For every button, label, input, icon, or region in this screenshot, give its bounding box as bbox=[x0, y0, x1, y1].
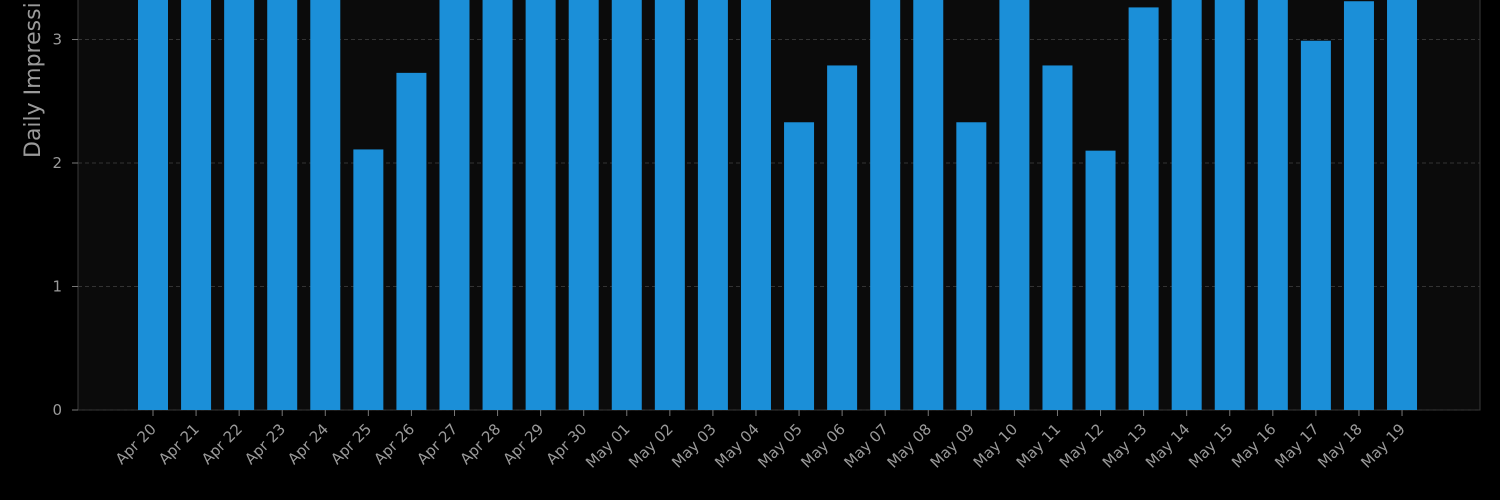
bar bbox=[1257, 0, 1288, 410]
bar bbox=[999, 0, 1030, 410]
x-tick-label: Apr 23 bbox=[241, 420, 289, 468]
bar bbox=[784, 122, 815, 410]
x-tick-label: May 04 bbox=[711, 420, 763, 472]
bar bbox=[611, 0, 642, 410]
bar bbox=[1343, 1, 1374, 410]
x-tick-label: Apr 21 bbox=[155, 420, 203, 468]
bar bbox=[1171, 0, 1202, 410]
bar bbox=[1300, 40, 1331, 410]
bar bbox=[1387, 0, 1418, 410]
x-tick-label: May 11 bbox=[1013, 420, 1065, 472]
bar bbox=[913, 0, 944, 410]
bar bbox=[224, 0, 255, 410]
bar bbox=[396, 72, 427, 410]
bar bbox=[353, 149, 384, 410]
x-tick-label: May 15 bbox=[1185, 420, 1237, 472]
x-tick-label: May 02 bbox=[625, 420, 677, 472]
x-tick-label: May 18 bbox=[1314, 420, 1366, 472]
x-tick-label: May 06 bbox=[797, 420, 849, 472]
x-tick-label: Apr 26 bbox=[370, 420, 418, 468]
bar bbox=[1128, 7, 1159, 411]
bar bbox=[267, 0, 298, 410]
bar bbox=[310, 0, 341, 410]
y-axis-label: Daily Impressi bbox=[21, 2, 46, 158]
y-tick-label: 1 bbox=[52, 278, 62, 296]
bar bbox=[654, 0, 685, 410]
x-tick-label: Apr 24 bbox=[284, 420, 332, 468]
bar bbox=[1085, 150, 1116, 410]
bar bbox=[827, 65, 858, 410]
x-tick-label: May 13 bbox=[1099, 420, 1151, 472]
y-tick-label: 0 bbox=[52, 401, 62, 419]
y-tick-label: 2 bbox=[52, 154, 62, 172]
bar bbox=[697, 0, 728, 410]
x-tick-label: May 05 bbox=[754, 420, 806, 472]
x-tick-label: Apr 22 bbox=[198, 420, 246, 468]
x-tick-label: Apr 28 bbox=[456, 420, 504, 468]
x-tick-label: May 08 bbox=[884, 420, 936, 472]
x-tick-label: Apr 20 bbox=[112, 420, 160, 468]
x-tick-label: May 01 bbox=[582, 420, 634, 472]
x-tick-label: May 14 bbox=[1142, 420, 1194, 472]
x-tick-label: May 16 bbox=[1228, 420, 1280, 472]
x-tick-label: May 19 bbox=[1357, 420, 1409, 472]
x-tick-label: May 17 bbox=[1271, 420, 1323, 472]
bar bbox=[1214, 0, 1245, 410]
x-tick-label: Apr 25 bbox=[327, 420, 375, 468]
x-tick-label: May 03 bbox=[668, 420, 720, 472]
y-tick-label: 3 bbox=[52, 31, 62, 49]
bar bbox=[138, 0, 168, 410]
bar bbox=[1042, 65, 1073, 410]
x-tick-label: May 10 bbox=[970, 420, 1022, 472]
bar bbox=[956, 122, 987, 410]
bar bbox=[568, 0, 599, 410]
x-tick-label: May 07 bbox=[840, 420, 892, 472]
bar bbox=[181, 0, 212, 410]
bar bbox=[482, 0, 513, 410]
x-tick-label: May 09 bbox=[927, 420, 979, 472]
bar bbox=[870, 0, 901, 410]
bar bbox=[439, 0, 470, 410]
x-tick-label: Apr 27 bbox=[413, 420, 461, 468]
bar bbox=[740, 0, 771, 410]
bar bbox=[525, 0, 556, 410]
x-tick-label: Apr 29 bbox=[500, 420, 548, 468]
x-tick-label: May 12 bbox=[1056, 420, 1108, 472]
